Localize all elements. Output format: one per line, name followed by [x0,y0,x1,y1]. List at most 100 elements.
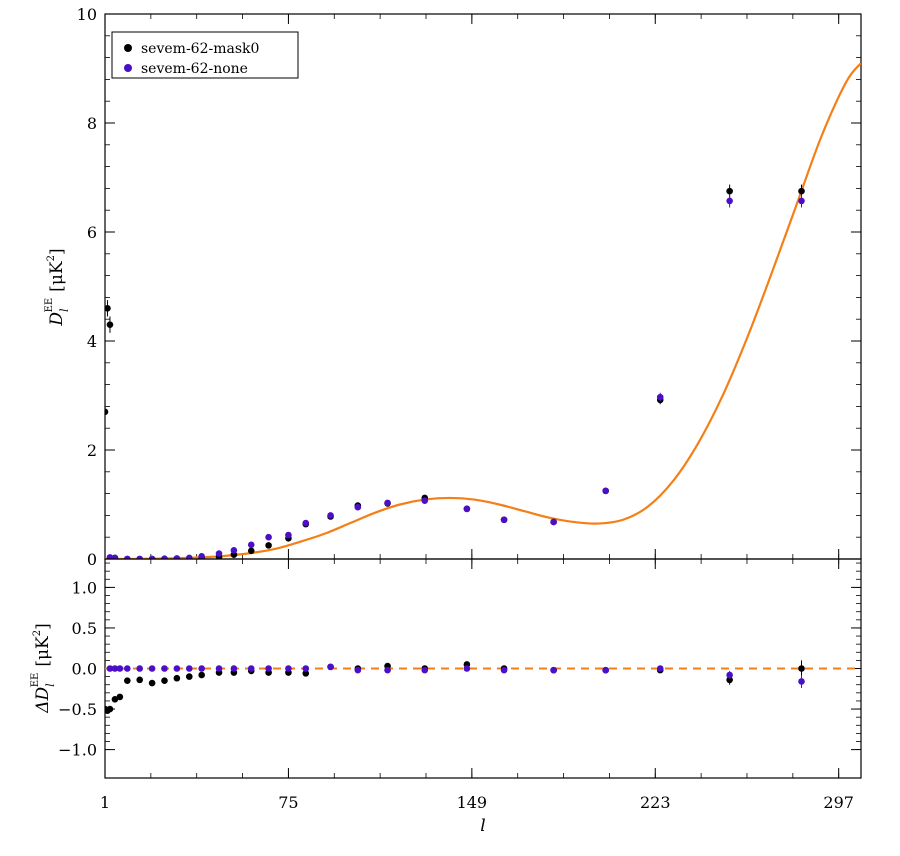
model-curve [105,62,861,559]
ylabel-unit-close: ] [47,248,67,255]
top-data-layer [105,62,861,559]
point-none [106,665,114,672]
point-mask0 [726,187,733,195]
bottom-data-layer [105,660,861,714]
point-mask0 [173,674,181,682]
point-none [500,666,508,674]
point-none [302,519,310,527]
point-mask0 [247,547,255,555]
point-mask0 [265,542,272,549]
point-none [463,665,471,672]
legend-marker [124,64,132,72]
point-none [463,505,471,513]
ylabel-unit-power: 2 [32,630,43,636]
ylabel-subscript: l [58,308,71,312]
point-mask0 [148,679,156,687]
ylabel-symbol: ΔD [33,686,53,713]
ylabel-unit-close: ] [33,623,53,630]
point-none [111,554,119,559]
point-mask0 [161,677,168,684]
top-plot-frame [104,13,862,560]
y-tick-label: 8 [87,114,97,133]
x-tick-label: 223 [640,793,671,812]
point-none [384,666,391,674]
legend: sevem-62-mask0 sevem-62-none [111,31,299,79]
y-tick-label: 0.0 [72,660,97,679]
ylabel-superscript: EE [44,298,55,313]
ylabel-unit-power: 2 [46,255,57,261]
point-none [550,666,557,674]
point-none [354,503,362,511]
ylabel-unit: [μK [33,636,53,667]
point-none [327,512,334,519]
point-none [111,665,119,672]
y-tick-label: 0 [87,550,97,569]
point-none [384,499,391,507]
legend-label: sevem-62-none [141,61,248,77]
point-mask0 [798,665,805,672]
legend-box [111,31,299,79]
point-none [161,665,168,672]
point-none [302,665,310,672]
point-none [285,665,292,672]
point-none [198,665,205,672]
point-mask0 [116,693,124,701]
point-none [161,555,168,559]
y-tick-label: 1.0 [72,578,97,597]
point-none [656,665,664,672]
x-axis-label: l [480,816,485,836]
point-none [215,550,223,557]
x-tick-label: 75 [278,793,298,812]
point-none [602,487,609,495]
point-none [124,665,131,672]
top-y-axis-label: DlEE [μK2] [44,248,71,326]
point-mask0 [198,671,205,679]
point-none [602,666,609,674]
point-none [421,666,429,674]
point-none [726,197,733,205]
point-none [285,531,292,539]
y-tick-label: 2 [87,441,97,460]
x-tick-label: 149 [457,793,488,812]
point-none [136,665,144,672]
top-panel: 0 2 4 6 8 10 sevem-62-mask0 sevem-62-none [77,5,862,569]
point-none [798,678,805,685]
ylabel-unit: [μK [47,261,67,292]
point-mask0 [798,187,805,195]
x-tick-label: 1 [100,793,110,812]
point-mask0 [726,676,733,684]
y-tick-label: −0.5 [58,700,97,719]
point-none [124,555,131,559]
point-mask0 [111,696,119,703]
point-none [726,671,733,679]
point-mask0 [106,321,114,328]
legend-marker [124,44,132,52]
point-mask0 [302,670,310,677]
point-none [327,663,334,671]
bottom-panel: −1.0 −0.5 0.0 0.5 1.0 1 75 149 223 297 [58,558,862,812]
point-mask0 [106,705,114,713]
point-none [116,665,124,672]
point-none [198,552,205,559]
point-none [421,497,429,504]
point-none [247,541,255,549]
point-none [173,555,181,559]
x-tick-label: 297 [823,793,854,812]
axis-labels: DlEE[μK2]ΔDlEE[μK2]l [30,248,486,836]
ylabel-superscript: EE [30,673,41,688]
point-none [173,665,181,672]
point-none [215,665,223,672]
y-tick-label: 6 [87,223,97,242]
point-none [148,555,156,559]
point-none [500,516,508,524]
point-none [247,665,255,672]
point-mask0 [185,673,193,680]
ylabel-symbol: D [47,312,67,327]
point-mask0 [105,408,109,416]
point-none [798,197,805,205]
point-none [354,666,362,674]
y-tick-label: 0.5 [72,619,97,638]
point-none [136,555,144,559]
point-none [230,665,238,672]
